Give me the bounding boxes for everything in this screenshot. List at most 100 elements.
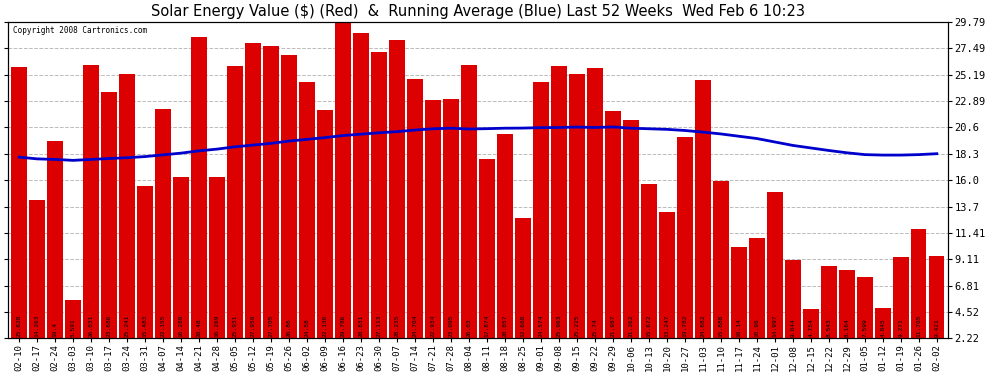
- Text: 11.765: 11.765: [917, 315, 922, 337]
- Text: 17.874: 17.874: [484, 315, 489, 337]
- Bar: [497, 134, 513, 364]
- Bar: [749, 238, 764, 364]
- Bar: [822, 266, 837, 364]
- Text: 26.86: 26.86: [286, 318, 291, 337]
- Bar: [48, 141, 62, 364]
- Bar: [767, 192, 782, 364]
- Bar: [65, 300, 81, 364]
- Text: 22.155: 22.155: [160, 315, 165, 337]
- Text: 9.421: 9.421: [935, 318, 940, 337]
- Bar: [246, 43, 260, 364]
- Title: Solar Energy Value ($) (Red)  &  Running Average (Blue) Last 52 Weeks  Wed Feb 6: Solar Energy Value ($) (Red) & Running A…: [151, 4, 805, 19]
- Text: 20.057: 20.057: [503, 315, 508, 337]
- Text: 13.247: 13.247: [664, 315, 669, 337]
- Text: 25.225: 25.225: [574, 315, 579, 337]
- Bar: [407, 80, 423, 364]
- Bar: [857, 277, 872, 364]
- Bar: [281, 56, 297, 364]
- Bar: [875, 308, 891, 364]
- Text: 24.58: 24.58: [305, 318, 310, 337]
- Bar: [371, 53, 387, 364]
- Text: 29.786: 29.786: [341, 315, 346, 337]
- Text: 25.931: 25.931: [233, 315, 238, 337]
- Text: 9.271: 9.271: [898, 318, 903, 337]
- Bar: [83, 65, 99, 364]
- Bar: [803, 309, 819, 364]
- Text: 27.959: 27.959: [250, 315, 255, 337]
- Bar: [605, 111, 621, 364]
- Text: 23.686: 23.686: [107, 315, 112, 337]
- Text: 27.113: 27.113: [376, 315, 381, 337]
- Text: 25.74: 25.74: [592, 318, 597, 337]
- Text: 19.4: 19.4: [52, 322, 57, 337]
- Text: 28.235: 28.235: [394, 315, 400, 337]
- Text: 10.96: 10.96: [754, 318, 759, 337]
- Bar: [840, 270, 854, 364]
- Bar: [263, 46, 279, 364]
- Bar: [930, 256, 944, 364]
- Bar: [624, 120, 639, 364]
- Text: 5.591: 5.591: [70, 318, 75, 337]
- Bar: [30, 200, 45, 364]
- Text: 16.289: 16.289: [178, 315, 183, 337]
- Text: 22.934: 22.934: [431, 315, 436, 337]
- Text: 26.031: 26.031: [89, 315, 94, 337]
- Bar: [210, 177, 225, 364]
- Text: 25.963: 25.963: [556, 315, 561, 337]
- Bar: [534, 82, 548, 364]
- Text: 28.48: 28.48: [197, 318, 202, 337]
- Bar: [551, 66, 566, 364]
- Text: 4.754: 4.754: [809, 318, 814, 337]
- Bar: [732, 248, 746, 364]
- Text: 15.888: 15.888: [719, 315, 724, 337]
- Text: 24.574: 24.574: [539, 315, 544, 337]
- Bar: [353, 33, 368, 364]
- Bar: [336, 22, 350, 364]
- Text: 12.668: 12.668: [521, 315, 526, 337]
- Bar: [389, 40, 405, 364]
- Text: 10.14: 10.14: [737, 318, 742, 337]
- Text: 27.705: 27.705: [268, 315, 273, 337]
- Bar: [642, 184, 656, 364]
- Bar: [120, 74, 135, 364]
- Bar: [785, 260, 801, 364]
- Bar: [516, 218, 531, 364]
- Bar: [173, 177, 189, 364]
- Bar: [444, 99, 458, 364]
- Text: 28.831: 28.831: [358, 315, 363, 337]
- Text: 9.044: 9.044: [790, 318, 795, 337]
- Bar: [155, 110, 170, 364]
- Bar: [713, 182, 729, 364]
- Bar: [426, 100, 441, 364]
- Bar: [138, 186, 152, 364]
- Bar: [695, 80, 711, 364]
- Text: 24.764: 24.764: [413, 315, 418, 337]
- Bar: [12, 67, 27, 364]
- Bar: [911, 229, 927, 364]
- Text: 15.672: 15.672: [646, 315, 651, 337]
- Bar: [893, 257, 909, 364]
- Text: 15.483: 15.483: [143, 315, 148, 337]
- Bar: [299, 82, 315, 364]
- Bar: [659, 212, 674, 364]
- Text: 14.263: 14.263: [35, 315, 40, 337]
- Text: 19.782: 19.782: [682, 315, 687, 337]
- Bar: [461, 65, 476, 364]
- Text: 25.241: 25.241: [125, 315, 130, 337]
- Text: 23.095: 23.095: [448, 315, 453, 337]
- Text: 16.269: 16.269: [215, 315, 220, 337]
- Bar: [677, 136, 693, 364]
- Bar: [318, 110, 333, 364]
- Text: 4.845: 4.845: [880, 318, 885, 337]
- Bar: [101, 92, 117, 364]
- Bar: [191, 37, 207, 364]
- Text: 21.987: 21.987: [611, 315, 616, 337]
- Text: 8.164: 8.164: [844, 318, 849, 337]
- Text: 25.828: 25.828: [17, 315, 22, 337]
- Bar: [479, 159, 495, 364]
- Bar: [569, 74, 585, 364]
- Text: 24.682: 24.682: [700, 315, 706, 337]
- Bar: [228, 66, 243, 364]
- Bar: [587, 68, 603, 364]
- Text: 26.03: 26.03: [466, 318, 471, 337]
